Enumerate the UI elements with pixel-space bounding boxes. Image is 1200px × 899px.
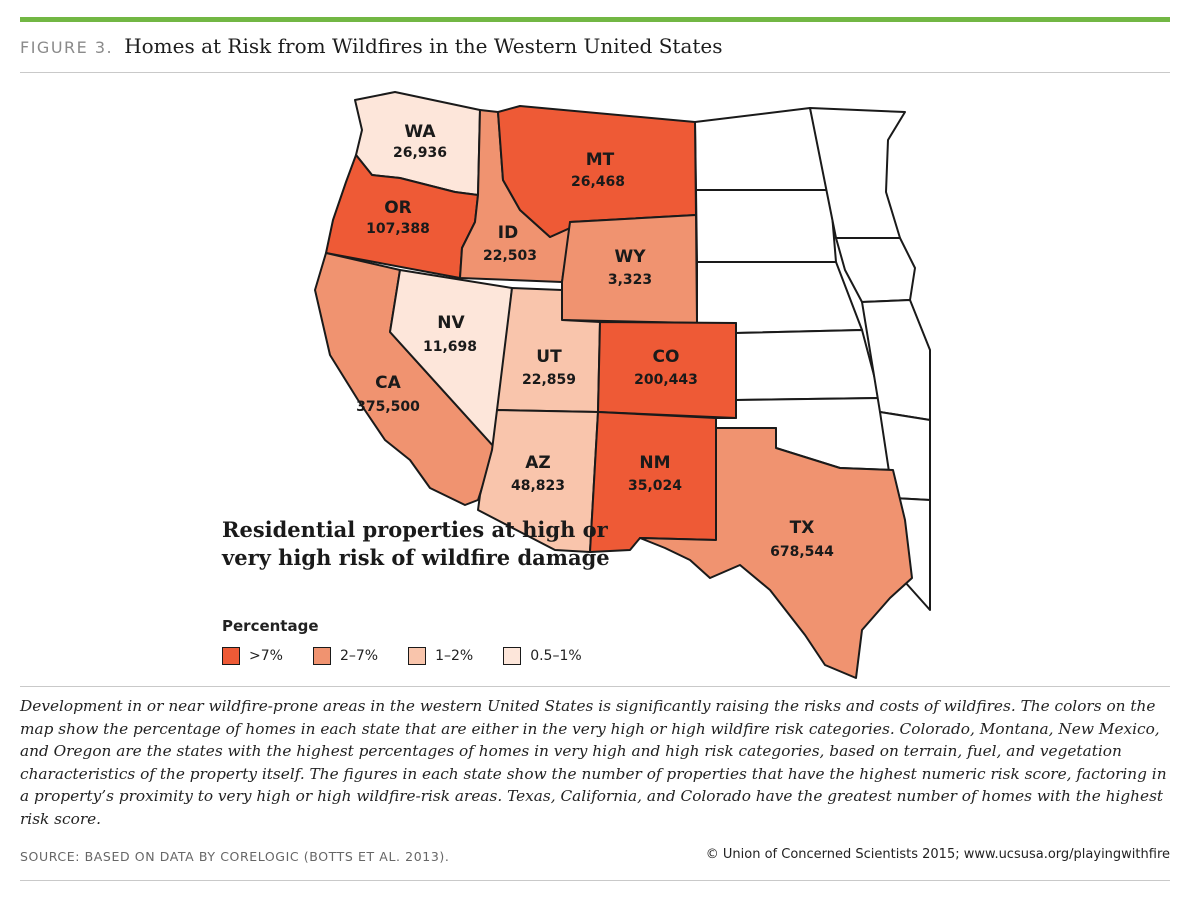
state-wy xyxy=(561,214,698,324)
state-labels: WA 26,936 OR 107,388 CA 375,500 ID 22,50… xyxy=(356,122,834,560)
legend-label-1to2: 1–2% xyxy=(435,648,474,664)
footer-divider xyxy=(20,880,1170,881)
legend-item-1to2: 1–2% xyxy=(408,647,473,665)
label-ut-value: 22,859 xyxy=(522,372,576,388)
legend-label-2to7: 2–7% xyxy=(339,648,379,664)
legend-subtitle: Percentage xyxy=(222,617,319,635)
label-ca-abbr: CA xyxy=(375,373,401,393)
state-nd xyxy=(694,107,831,191)
neighbor-states xyxy=(694,107,931,611)
legend-swatch-1to2 xyxy=(408,647,427,665)
legend-swatch-2to7 xyxy=(312,647,331,665)
label-ut-abbr: UT xyxy=(536,347,562,367)
legend-title: Residential properties at high or very h… xyxy=(222,517,610,570)
label-mt-abbr: MT xyxy=(586,150,615,170)
legend: >7% 2–7% 1–2% 0.5–1% xyxy=(222,647,612,665)
top-accent-rule xyxy=(20,17,1170,22)
label-tx-value: 678,544 xyxy=(770,544,834,560)
label-tx-abbr: TX xyxy=(790,518,815,538)
label-wa-abbr: WA xyxy=(404,122,436,142)
legend-item-gt7: >7% xyxy=(222,647,283,665)
credit-line[interactable]: © Union of Concerned Scientists 2015; ww… xyxy=(705,847,1170,862)
label-nv-value: 11,698 xyxy=(423,339,477,355)
state-co xyxy=(597,321,737,419)
label-id-abbr: ID xyxy=(498,223,518,243)
legend-item-2to7: 2–7% xyxy=(312,647,379,665)
label-or-abbr: OR xyxy=(384,198,412,218)
map-divider xyxy=(20,686,1170,687)
label-co-value: 200,443 xyxy=(634,372,698,388)
header-divider xyxy=(20,72,1170,73)
label-id-value: 22,503 xyxy=(483,248,537,264)
western-us-map: WA 26,936 OR 107,388 CA 375,500 ID 22,50… xyxy=(314,91,931,679)
label-nv-abbr: NV xyxy=(437,313,465,333)
legend-swatch-gt7 xyxy=(222,647,240,665)
label-nm-value: 35,024 xyxy=(628,478,682,494)
label-wa-value: 26,936 xyxy=(393,145,447,161)
legend-item-05to1: 0.5–1% xyxy=(503,647,582,665)
state-tx xyxy=(639,427,913,679)
figure-label: FIGURE 3. xyxy=(20,38,114,57)
figure-title: Homes at Risk from Wildfires in the West… xyxy=(124,34,723,58)
label-nm-abbr: NM xyxy=(639,453,670,473)
legend-label-05to1: 0.5–1% xyxy=(530,648,582,664)
figure-caption: Development in or near wildfire-prone ar… xyxy=(20,697,1167,828)
label-wy-abbr: WY xyxy=(614,247,646,267)
figure-header: FIGURE 3. Homes at Risk from Wildfires i… xyxy=(20,34,1170,58)
source-note: SOURCE: BASED ON DATA BY CORELOGIC (BOTT… xyxy=(20,849,450,864)
legend-label-gt7: >7% xyxy=(249,648,283,664)
label-mt-value: 26,468 xyxy=(571,174,625,190)
label-az-abbr: AZ xyxy=(525,453,550,473)
label-co-abbr: CO xyxy=(653,347,680,367)
state-mo xyxy=(861,299,931,421)
label-or-value: 107,388 xyxy=(366,221,430,237)
state-sd xyxy=(695,189,837,263)
legend-swatch-05to1 xyxy=(503,647,522,665)
label-az-value: 48,823 xyxy=(511,478,565,494)
state-ks xyxy=(735,329,881,401)
label-wy-value: 3,323 xyxy=(608,272,652,288)
label-ca-value: 375,500 xyxy=(356,399,420,415)
